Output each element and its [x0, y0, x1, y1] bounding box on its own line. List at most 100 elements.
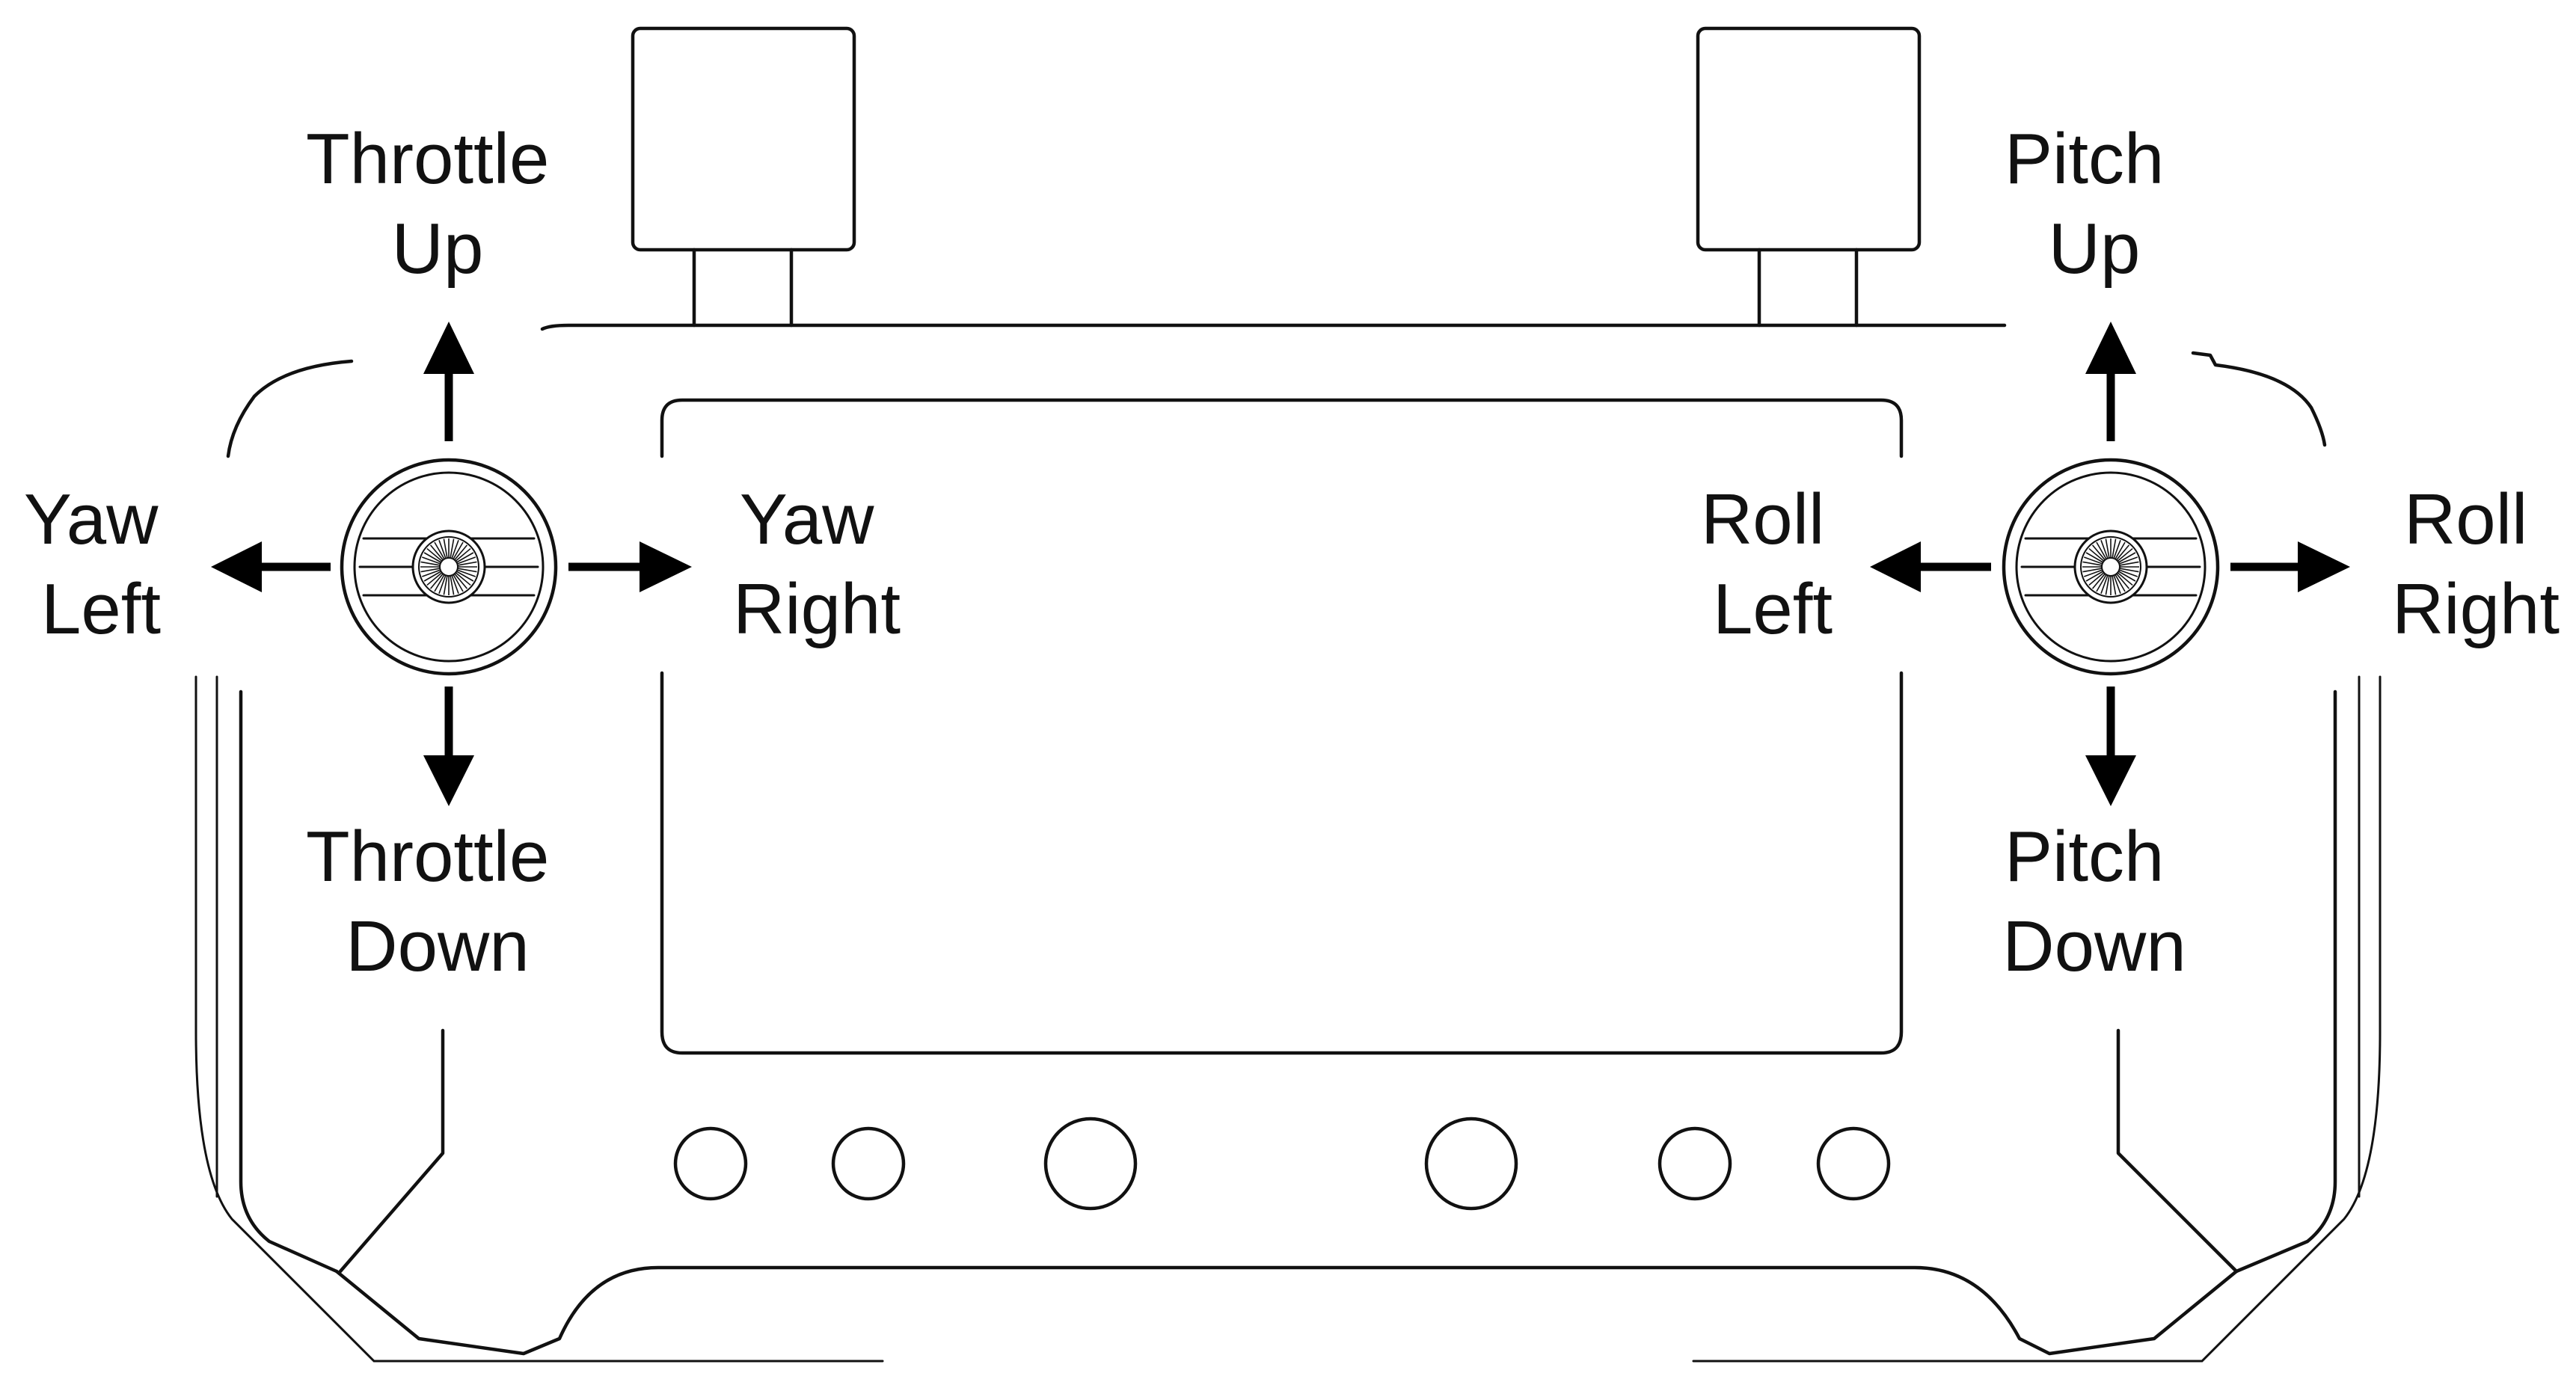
pitch-up-line1: Pitch: [2005, 119, 2164, 199]
knurl-line: [438, 540, 447, 559]
button-3[interactable]: [1043, 1117, 1138, 1211]
knurl-line: [451, 575, 459, 594]
pitch-down-label: Pitch Down: [2002, 817, 2186, 986]
left-antenna: [631, 26, 856, 328]
knurl-line: [423, 571, 442, 582]
right-stick[interactable]: [2002, 458, 2220, 676]
yaw-right-arrow: [568, 541, 692, 592]
knurl-line: [2117, 552, 2136, 563]
bottom-buttons: [673, 1117, 1891, 1211]
knurl-line: [2117, 547, 2133, 562]
knurl-line: [443, 575, 448, 595]
knurl-line: [2119, 561, 2139, 566]
knurl-line: [457, 556, 476, 565]
knurl-line: [451, 540, 459, 559]
yaw-right-line1: Yaw: [740, 479, 874, 559]
knurl-line: [2113, 575, 2121, 594]
right-antenna: [1696, 26, 1922, 328]
button-1[interactable]: [673, 1126, 748, 1201]
knurl-line: [2084, 556, 2103, 565]
knurl-line: [457, 568, 477, 573]
screen: [660, 398, 1904, 1055]
stick-cap: [411, 529, 486, 604]
yaw-right-line2: Right: [733, 569, 901, 649]
stick-center: [439, 557, 459, 577]
knurl-line: [2105, 538, 2110, 559]
stick-outer-ring: [2002, 458, 2220, 676]
pitch-down-line2: Down: [2002, 906, 2186, 986]
knurl-line: [2082, 561, 2103, 566]
knurl-line: [456, 552, 474, 563]
throttle-down-line2: Down: [346, 906, 529, 986]
stick-cap-rim: [2080, 536, 2141, 598]
knurl-line: [2105, 575, 2110, 595]
knurl-line: [2119, 556, 2138, 565]
yaw-right-label: Yaw Right: [733, 479, 901, 649]
knurl-line: [429, 573, 444, 589]
knurl-line: [2100, 575, 2109, 594]
knurl-line: [2091, 544, 2106, 561]
knurl-line: [457, 561, 477, 566]
knurl-line: [2084, 569, 2103, 577]
stick-knurl: [2082, 538, 2139, 595]
roll-right-label: Roll Right: [2392, 479, 2560, 649]
roll-right-arrow: [2230, 541, 2350, 592]
roll-left-arrow: [1870, 541, 1991, 592]
stick-inner-ring: [2015, 471, 2207, 663]
knurl-line: [454, 573, 468, 589]
button-5[interactable]: [1657, 1126, 1732, 1201]
knurl-line: [2088, 547, 2105, 562]
knurl-line: [456, 571, 474, 582]
throttle-up-arrow: [423, 322, 474, 441]
knurl-line: [2115, 541, 2126, 560]
knurl-line: [434, 574, 445, 592]
roll-left-line2: Left: [1713, 569, 1833, 649]
knurl-line: [455, 547, 471, 562]
knurl-line: [450, 538, 455, 559]
roll-left-line1: Roll: [1701, 479, 1824, 559]
knurl-line: [453, 541, 464, 560]
knurl-line: [2117, 572, 2133, 586]
knurl-line: [453, 574, 464, 592]
knurl-line: [2091, 573, 2106, 589]
knurl-line: [426, 547, 443, 562]
throttle-down-line1: Throttle: [306, 817, 549, 897]
left-stick[interactable]: [340, 458, 558, 676]
knurl-line: [420, 561, 441, 566]
knurl-line: [2085, 571, 2104, 582]
knurl-line: [450, 575, 455, 595]
knurl-line: [434, 541, 445, 560]
knurl-line: [2082, 568, 2103, 573]
knurl-line: [454, 544, 468, 561]
roll-right-line2: Right: [2392, 569, 2560, 649]
yaw-left-label: Yaw Left: [24, 479, 178, 649]
stick-inner-ring: [353, 471, 545, 663]
stick-cap: [2073, 529, 2148, 604]
pitch-up-line2: Up: [2049, 209, 2141, 289]
stick-center: [2101, 557, 2120, 577]
throttle-up-label: Throttle Up: [306, 119, 569, 289]
controller-body: [194, 323, 2382, 1363]
knurl-line: [2119, 568, 2139, 573]
knurl-line: [455, 572, 471, 586]
button-2[interactable]: [831, 1126, 906, 1201]
knurl-line: [2112, 538, 2117, 559]
stick-cap-rim: [418, 536, 479, 598]
throttle-up-line1: Throttle: [306, 119, 549, 199]
knurl-line: [457, 569, 476, 577]
knurl-line: [2088, 572, 2105, 586]
knurl-line: [438, 575, 447, 594]
knurl-line: [2115, 574, 2126, 592]
knurl-line: [2112, 575, 2117, 595]
stick-outer-ring: [340, 458, 558, 676]
knurl-line: [2100, 540, 2109, 559]
knurl-line: [2116, 573, 2130, 589]
roll-right-line1: Roll: [2404, 479, 2527, 559]
knurl-line: [426, 572, 443, 586]
throttle-up-line2: Up: [392, 209, 484, 289]
knurl-line: [2117, 571, 2136, 582]
arrows: [211, 322, 2350, 806]
button-6[interactable]: [1816, 1126, 1891, 1201]
button-4[interactable]: [1424, 1117, 1518, 1211]
